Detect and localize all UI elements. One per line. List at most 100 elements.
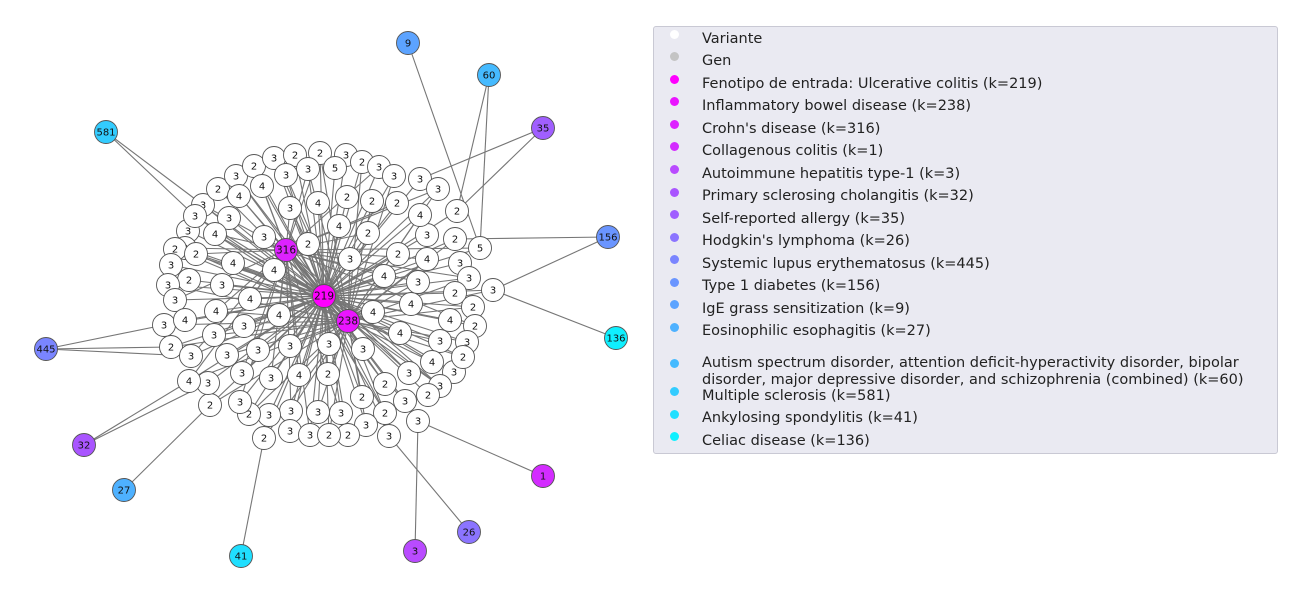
- graph-edge: [323, 295, 412, 305]
- variant-node-label: 4: [213, 307, 219, 318]
- variant-node-circle: [202, 323, 226, 347]
- legend-marker: [670, 278, 679, 287]
- variant-node-circle: [406, 409, 430, 433]
- legend-marker: [670, 387, 679, 396]
- phenotype-node-label: 1: [540, 472, 546, 483]
- variant-node-circle: [329, 401, 353, 425]
- graph-edge: [207, 295, 325, 384]
- graph-edge: [45, 346, 172, 350]
- graph-edge: [414, 420, 419, 552]
- variant-node-label: 2: [470, 303, 476, 314]
- variant-node-label: 4: [408, 300, 414, 311]
- variant-node: 4: [306, 191, 330, 215]
- variant-node: 3: [406, 270, 430, 294]
- variant-node-circle: [296, 232, 320, 256]
- variant-node-circle: [393, 389, 417, 413]
- variant-node: 2: [308, 141, 332, 165]
- variant-node-label: 2: [345, 431, 351, 442]
- variant-node: 4: [399, 292, 423, 316]
- variant-node-label: 4: [259, 182, 265, 193]
- variant-node: 3: [152, 313, 176, 337]
- phenotype-node-circle: [457, 520, 481, 544]
- variant-node: 3: [428, 329, 452, 353]
- phenotype-node: 60: [477, 63, 501, 87]
- legend-marker: [670, 97, 679, 106]
- variant-node: 3: [179, 344, 203, 368]
- variant-node: 2: [356, 221, 380, 245]
- variant-node-circle: [426, 177, 450, 201]
- variant-node-circle: [373, 372, 397, 396]
- variant-node-circle: [420, 350, 444, 374]
- phenotype-node: 26: [457, 520, 481, 544]
- variant-node: 3: [232, 314, 256, 338]
- variant-node-label: 2: [246, 410, 252, 421]
- variant-node: 4: [408, 203, 432, 227]
- variant-node-label: 4: [271, 266, 277, 277]
- variant-node: 4: [415, 247, 439, 271]
- variant-node-label: 3: [288, 407, 294, 418]
- variant-node: 3: [317, 332, 341, 356]
- variant-node: 2: [416, 383, 440, 407]
- variant-node-label: 2: [472, 322, 478, 333]
- variant-node-label: 2: [325, 370, 331, 381]
- graph-edge: [323, 295, 363, 398]
- legend-label: Hodgkin's lymphoma (k=26): [702, 233, 910, 249]
- variant-node: 3: [329, 401, 353, 425]
- legend-marker: [670, 432, 679, 441]
- graph-edge: [347, 320, 441, 387]
- graph-edge: [83, 382, 209, 446]
- variant-node-label: 4: [212, 230, 218, 241]
- legend-label: Fenotipo de entrada: Ulcerative colitis …: [702, 76, 1043, 92]
- variant-node-circle: [317, 332, 341, 356]
- variant-node-label: 4: [397, 329, 403, 340]
- graph-edge: [263, 236, 325, 297]
- variant-node-circle: [399, 292, 423, 316]
- variant-node: 3: [202, 323, 226, 347]
- variant-node-label: 4: [370, 308, 376, 319]
- variant-node: 3: [426, 177, 450, 201]
- variant-node: 4: [361, 300, 385, 324]
- graph-edge: [388, 435, 470, 533]
- graph-edge: [479, 74, 490, 249]
- variant-node-label: 4: [182, 316, 188, 327]
- variant-node-circle: [327, 214, 351, 238]
- legend-label: Inflammatory bowel disease (k=238): [702, 98, 972, 114]
- phenotype-node-label: 581: [96, 128, 115, 139]
- graph-edge: [492, 236, 609, 291]
- variant-node: 2: [177, 268, 201, 292]
- variant-node-label: 2: [454, 207, 460, 218]
- legend-marker: [670, 30, 679, 39]
- variant-node-label: 2: [365, 229, 371, 240]
- variant-node: 3: [215, 343, 239, 367]
- variant-node-label: 4: [381, 272, 387, 283]
- variant-node-circle: [350, 385, 374, 409]
- variant-node: 4: [177, 369, 201, 393]
- input-phenotype-node: 238: [336, 309, 360, 333]
- variant-node: 2: [296, 232, 320, 256]
- phenotype-node: 1: [531, 464, 555, 488]
- variant-node-label: 3: [490, 286, 496, 297]
- phenotype-node-circle: [229, 544, 253, 568]
- input-phenotype-node-circle: [336, 309, 360, 333]
- phenotype-node: 156: [596, 225, 620, 249]
- variant-node-circle: [232, 314, 256, 338]
- input-phenotype-node: 219: [312, 284, 336, 308]
- legend-marker: [670, 75, 679, 84]
- variant-node-circle: [443, 227, 467, 251]
- variant-node-label: 2: [261, 434, 267, 445]
- variant-node: 2: [386, 242, 410, 266]
- variant-node: 3: [406, 409, 430, 433]
- variant-node-circle: [252, 426, 276, 450]
- variant-node-label: 3: [386, 432, 392, 443]
- input-phenotype-node-label: 238: [338, 316, 358, 328]
- graph-edge: [323, 214, 421, 297]
- variant-node-circle: [228, 390, 252, 414]
- variant-node-label: 3: [192, 212, 198, 223]
- variant-node-circle: [356, 221, 380, 245]
- legend-label: Systemic lupus erythematosus (k=445): [702, 256, 990, 272]
- legend-label: Eosinophilic esophagitis (k=27): [702, 323, 931, 339]
- variant-node: 3: [230, 361, 254, 385]
- variant-node-label: 3: [391, 172, 397, 183]
- variant-node-circle: [351, 337, 375, 361]
- variant-node-label: 3: [233, 172, 239, 183]
